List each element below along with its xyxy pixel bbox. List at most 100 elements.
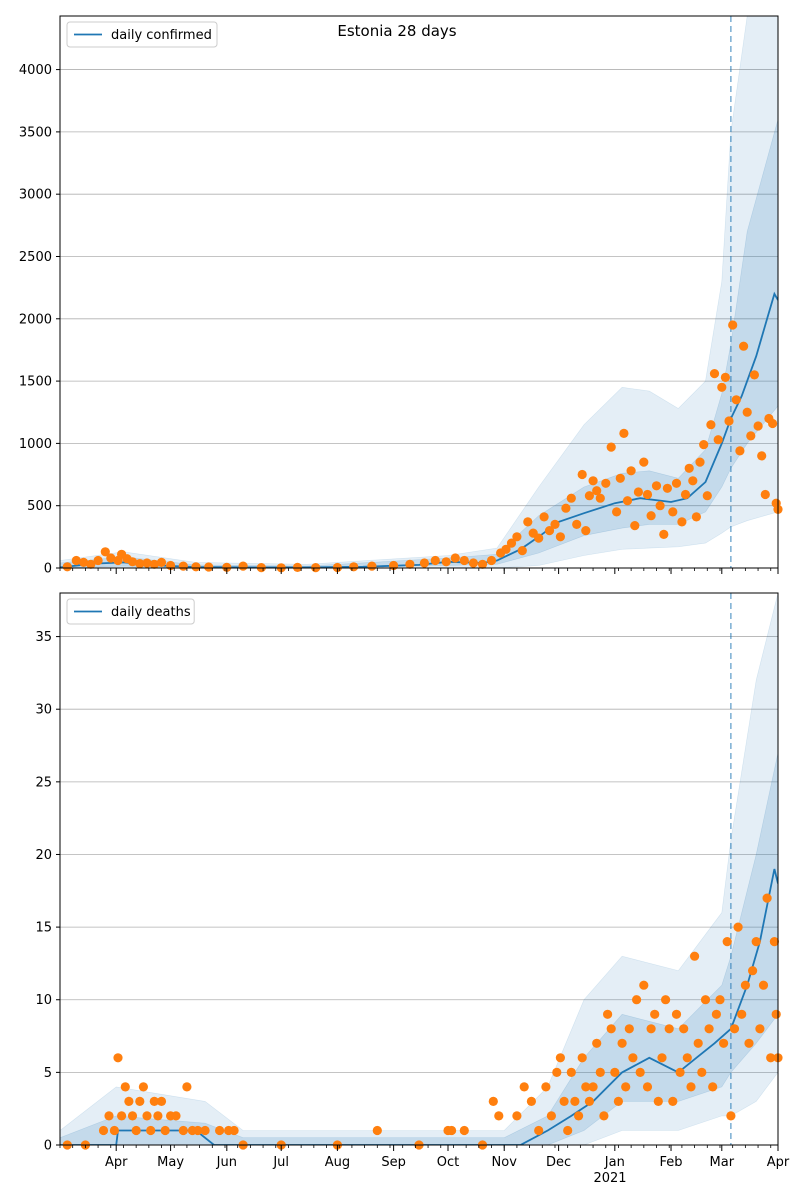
observed-point <box>563 1125 573 1136</box>
observed-point <box>653 1096 663 1106</box>
observed-point <box>657 1053 667 1063</box>
observed-point <box>737 1009 747 1019</box>
observed-point <box>372 1125 382 1136</box>
x-tick-label: Aug <box>325 1155 350 1170</box>
observed-point <box>135 559 145 569</box>
observed-point <box>534 533 544 543</box>
observed-point <box>606 1024 616 1034</box>
x-tick-label: Feb <box>660 1155 683 1170</box>
observed-point <box>193 1125 203 1136</box>
observed-point <box>131 1125 141 1136</box>
observed-point <box>695 457 705 467</box>
y-tick-label: 25 <box>35 775 52 790</box>
x-tick-label: Apr <box>767 1155 790 1170</box>
x-tick-label: Mar <box>710 1155 735 1170</box>
observed-point <box>617 1038 627 1048</box>
observed-point <box>486 555 497 566</box>
observed-point <box>447 1125 457 1136</box>
axes-frame <box>59 592 779 1146</box>
observed-point <box>766 1053 776 1063</box>
observed-point <box>612 507 622 517</box>
observed-point <box>632 995 642 1005</box>
observed-point <box>468 558 478 568</box>
observed-point <box>541 1082 551 1092</box>
x-tick-label: Jan <box>604 1155 625 1170</box>
x-tick-label: Oct <box>437 1155 459 1170</box>
legend-box <box>66 21 218 48</box>
observed-point <box>104 1111 114 1121</box>
observed-point <box>742 407 752 417</box>
observed-point <box>639 980 649 990</box>
observed-point <box>633 487 644 497</box>
observed-point <box>200 1125 210 1136</box>
legend-label: daily deaths <box>111 605 191 620</box>
observed-point <box>534 1125 544 1136</box>
y-tick-label: 500 <box>27 499 52 514</box>
observed-point <box>561 503 571 513</box>
observed-point <box>450 553 460 563</box>
observed-point <box>517 546 527 556</box>
observed-point <box>603 1009 613 1019</box>
observed-point <box>79 557 89 568</box>
observed-point <box>735 446 745 456</box>
observed-point <box>238 561 248 571</box>
observed-point <box>523 517 533 527</box>
observed-point <box>488 1096 498 1106</box>
observed-point <box>717 382 727 392</box>
observed-point <box>142 558 152 568</box>
observed-point <box>477 559 488 569</box>
observed-point <box>748 966 758 976</box>
observed-point <box>615 473 625 483</box>
observed-point <box>599 1111 609 1121</box>
observed-point <box>769 937 780 947</box>
observed-point <box>651 481 662 491</box>
observed-point <box>113 1053 123 1063</box>
observed-point <box>566 1067 576 1077</box>
observed-point <box>570 1096 580 1106</box>
observed-point <box>740 980 751 990</box>
observed-point <box>367 561 377 571</box>
observed-point <box>601 478 611 488</box>
observed-point <box>677 517 687 527</box>
observed-point <box>156 1096 167 1106</box>
observed-point <box>577 1053 587 1063</box>
observed-point <box>577 469 587 480</box>
observed-point <box>98 1125 109 1136</box>
y-tick-label: 15 <box>35 921 52 936</box>
observed-point <box>204 562 214 572</box>
observed-point <box>768 418 778 429</box>
observed-point <box>552 1067 562 1077</box>
observed-point <box>720 372 731 382</box>
observed-point <box>178 1125 188 1136</box>
observed-point <box>501 544 511 554</box>
x-tick-label: Apr <box>105 1155 128 1170</box>
observed-point <box>292 562 303 573</box>
y-tick-label: 1500 <box>19 375 52 390</box>
legend: daily deaths <box>66 598 195 625</box>
observed-point <box>700 995 711 1005</box>
observed-point <box>702 491 712 501</box>
y-tick-label: 10 <box>35 993 52 1008</box>
axes-frame <box>59 15 779 569</box>
observed-point <box>581 526 591 536</box>
observed-point <box>661 995 671 1005</box>
observed-point <box>191 562 201 572</box>
observed-point <box>715 995 725 1005</box>
deaths-panel: 0 5 10 15 20 25 30 35 Apr May Jun Jul Aug Sep Oct Nov De… <box>35 592 790 1170</box>
observed-point <box>106 553 116 563</box>
observed-point <box>574 1111 584 1121</box>
observed-point <box>539 512 549 522</box>
observed-point <box>512 532 522 542</box>
observed-point <box>659 529 669 540</box>
observed-point <box>430 555 440 566</box>
observed-point <box>555 532 566 542</box>
observed-point <box>711 1009 722 1019</box>
observed-point <box>566 493 576 503</box>
x-tick-label: Jul <box>272 1155 289 1170</box>
observed-point <box>691 512 702 522</box>
observed-point <box>699 440 709 450</box>
figure-title: Estonia 28 days <box>337 22 456 40</box>
observed-point <box>690 951 700 961</box>
